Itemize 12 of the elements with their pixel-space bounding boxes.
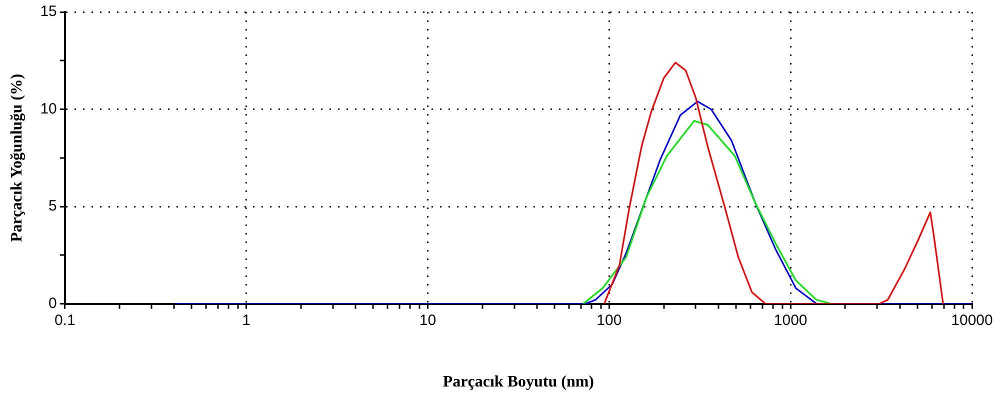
y-axis-title: Parçacık Yoğunluğu (%): [8, 74, 26, 242]
y-tick-label: 10: [40, 100, 57, 118]
x-tick-label: 1: [242, 312, 250, 329]
x-tick-label: 1000: [774, 312, 808, 329]
x-tick-label: 0.1: [54, 312, 76, 329]
x-axis-title: Parçacık Boyutu (nm): [442, 374, 594, 391]
x-tick-label: 10000: [951, 312, 993, 329]
y-tick-label: 5: [48, 198, 57, 215]
y-tick-label: 15: [40, 3, 57, 20]
x-tick-label: 10: [419, 312, 436, 329]
x-tick-label: 100: [596, 312, 622, 329]
y-tick-label: 0: [48, 294, 57, 312]
